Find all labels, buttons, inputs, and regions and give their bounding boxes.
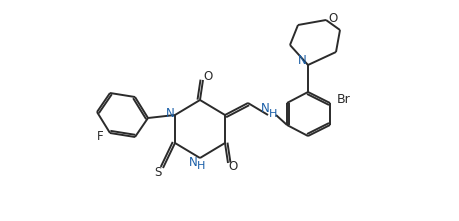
Text: H: H (268, 109, 277, 119)
Text: S: S (154, 166, 161, 179)
Text: N: N (260, 103, 269, 116)
Text: O: O (328, 11, 337, 25)
Text: N: N (165, 107, 174, 120)
Text: O: O (203, 70, 212, 84)
Text: Br: Br (336, 93, 350, 107)
Text: O: O (228, 160, 237, 173)
Text: F: F (96, 130, 103, 143)
Text: N: N (297, 55, 306, 67)
Text: H: H (196, 161, 205, 171)
Text: N: N (188, 156, 197, 170)
